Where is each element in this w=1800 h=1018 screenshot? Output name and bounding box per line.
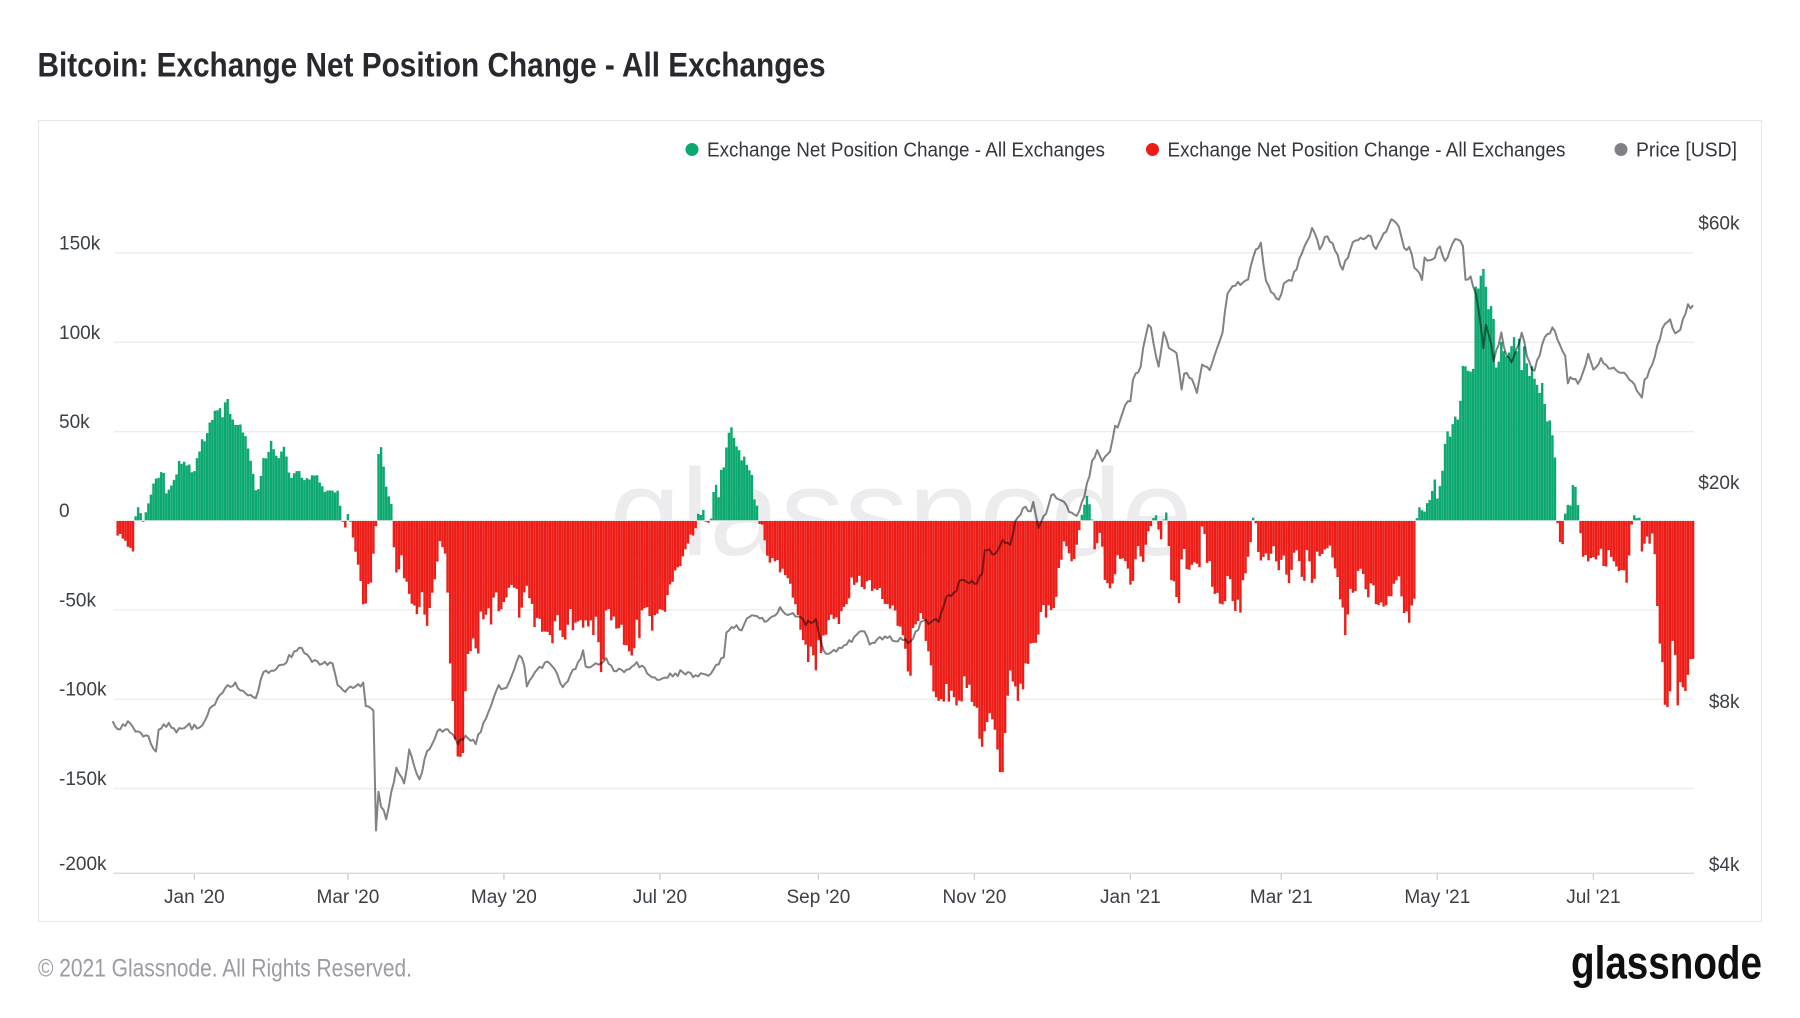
svg-text:Exchange Net Position Change -: Exchange Net Position Change - All Excha…	[707, 139, 1105, 161]
svg-text:Bitcoin: Exchange Net Position: Bitcoin: Exchange Net Position Change - …	[38, 46, 826, 84]
svg-text:50k: 50k	[59, 412, 90, 433]
svg-text:Mar '21: Mar '21	[1250, 887, 1313, 908]
svg-text:-150k: -150k	[59, 769, 107, 790]
svg-text:Sep '20: Sep '20	[786, 887, 850, 908]
svg-text:0: 0	[59, 501, 70, 522]
svg-text:© 2021 Glassnode. All Rights R: © 2021 Glassnode. All Rights Reserved.	[38, 955, 412, 983]
svg-text:Jul '21: Jul '21	[1566, 887, 1620, 908]
svg-text:May '20: May '20	[471, 887, 537, 908]
svg-text:Nov '20: Nov '20	[942, 887, 1006, 908]
svg-text:Exchange Net Position Change -: Exchange Net Position Change - All Excha…	[1168, 139, 1566, 161]
svg-text:150k: 150k	[59, 234, 101, 255]
svg-text:Jan '20: Jan '20	[164, 887, 225, 908]
svg-text:Mar '20: Mar '20	[317, 887, 380, 908]
svg-text:Jan '21: Jan '21	[1100, 887, 1161, 908]
svg-text:glassnode: glassnode	[1571, 937, 1762, 989]
svg-text:-200k: -200k	[59, 854, 107, 875]
svg-text:May '21: May '21	[1404, 887, 1470, 908]
svg-text:-50k: -50k	[59, 590, 96, 611]
svg-text:-100k: -100k	[59, 680, 107, 701]
svg-text:$8k: $8k	[1709, 692, 1740, 713]
svg-text:100k: 100k	[59, 323, 101, 344]
svg-text:$20k: $20k	[1698, 473, 1740, 494]
svg-text:$60k: $60k	[1698, 213, 1740, 234]
svg-text:Price [USD]: Price [USD]	[1636, 139, 1737, 161]
svg-text:$4k: $4k	[1709, 855, 1740, 876]
svg-text:Jul '20: Jul '20	[633, 887, 687, 908]
